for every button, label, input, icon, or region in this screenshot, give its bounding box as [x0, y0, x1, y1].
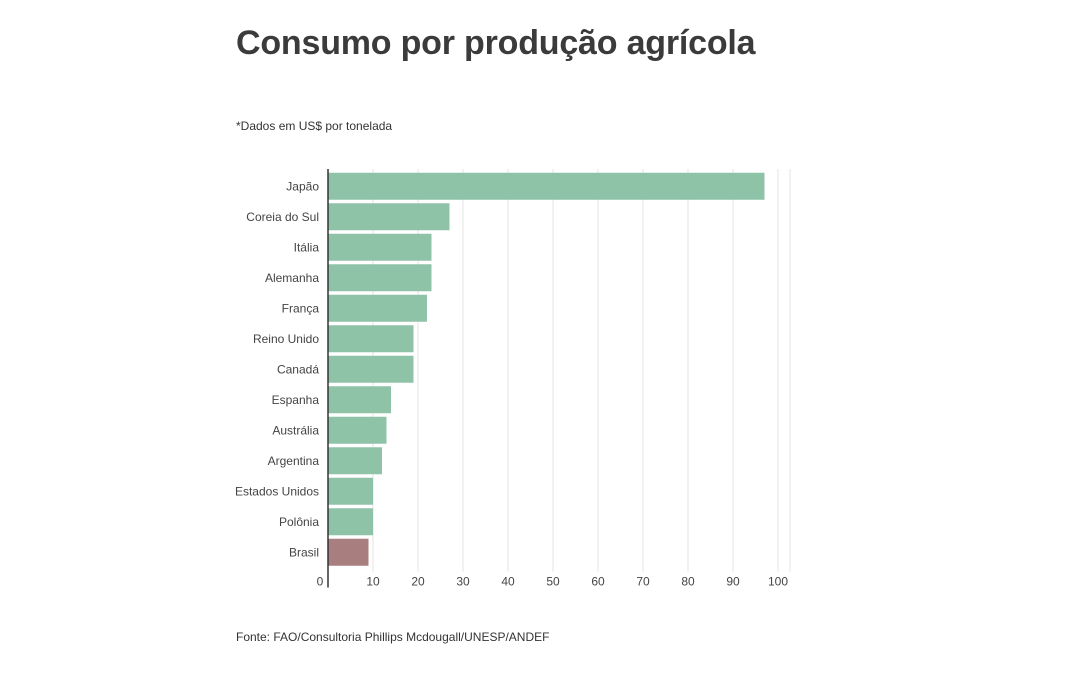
chart-subtitle: *Dados em US$ por tonelada	[236, 119, 393, 133]
category-label: França	[282, 301, 320, 315]
x-tick-label: 90	[726, 575, 740, 589]
bar-8	[328, 416, 387, 444]
bar-9	[328, 447, 382, 475]
x-tick-label: 40	[501, 575, 515, 589]
category-label: Itália	[294, 240, 320, 254]
category-label: Alemanha	[265, 271, 319, 285]
category-label: Japão	[286, 179, 319, 193]
category-label: Estados Unidos	[235, 484, 319, 498]
x-tick-label: 80	[681, 575, 695, 589]
category-label: Espanha	[272, 393, 320, 407]
bar-3	[328, 264, 432, 292]
category-label: Polônia	[279, 515, 319, 529]
x-tick-label: 10	[366, 575, 380, 589]
bar-6	[328, 355, 414, 383]
x-tick-label: 0	[317, 575, 324, 589]
x-tick-label: 60	[591, 575, 605, 589]
bar-10	[328, 477, 373, 505]
x-tick-label: 50	[546, 575, 560, 589]
category-label: Reino Unido	[253, 332, 319, 346]
chart-title: Consumo por produção agrícola	[236, 24, 756, 62]
category-label: Argentina	[268, 454, 320, 468]
bar-0	[328, 172, 765, 200]
bar-5	[328, 325, 414, 353]
category-label: Canadá	[277, 362, 319, 376]
bar-7	[328, 386, 391, 414]
category-label: Coreia do Sul	[246, 210, 319, 224]
bar-11	[328, 508, 373, 536]
x-tick-label: 100	[768, 575, 788, 589]
bar-4	[328, 294, 427, 322]
x-tick-label: 70	[636, 575, 650, 589]
category-label: Austrália	[272, 423, 319, 437]
category-label: Brasil	[289, 545, 319, 559]
bar-2	[328, 233, 432, 261]
x-tick-label: 20	[411, 575, 425, 589]
bar-1	[328, 203, 450, 231]
x-tick-label: 30	[456, 575, 470, 589]
bar-12	[328, 538, 369, 566]
source-note: Fonte: FAO/Consultoria Phillips Mcdougal…	[236, 630, 550, 644]
